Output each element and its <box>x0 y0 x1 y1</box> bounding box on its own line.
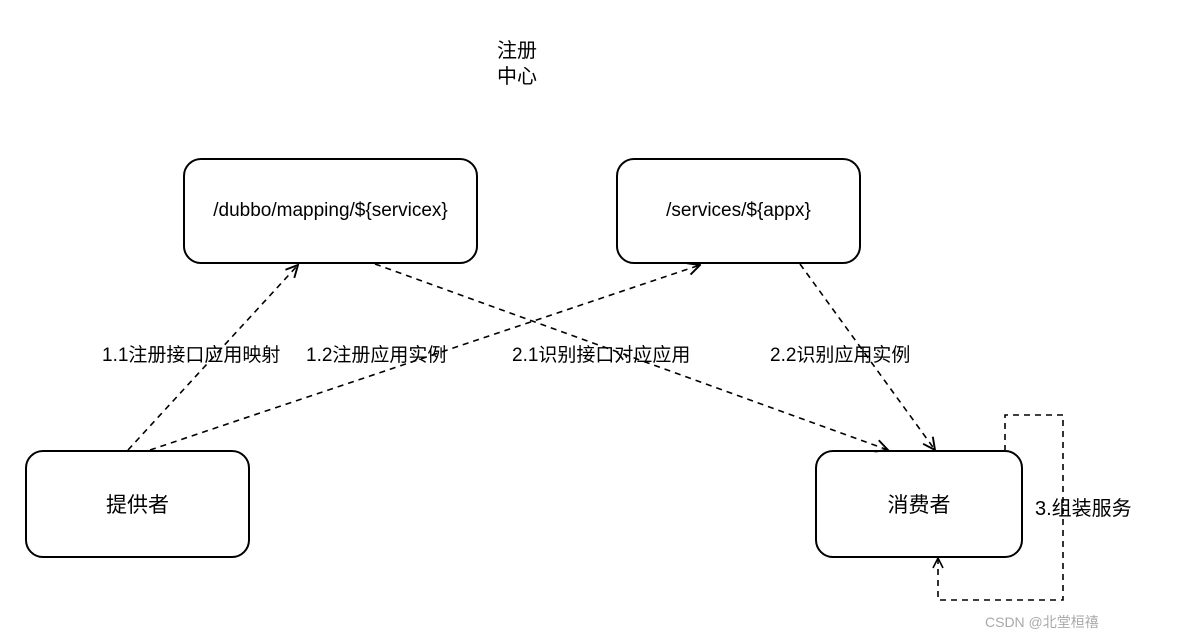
diagram-title-line2: 中心 <box>497 60 537 89</box>
watermark: CSDN @北堂桓禧 <box>985 612 1099 632</box>
node-provider-label: 提供者 <box>106 489 169 519</box>
edge-label-22: 2.2识别应用实例 <box>770 340 910 367</box>
edge-label-11: 1.1注册接口应用映射 <box>102 340 280 367</box>
node-consumer: 消费者 <box>815 450 1023 558</box>
node-consumer-label: 消费者 <box>888 489 951 519</box>
node-mapping-label: /dubbo/mapping/${servicex} <box>213 200 448 222</box>
edge-label-3: 3.组装服务 <box>1035 492 1132 521</box>
diagram-title-line1: 注册 <box>497 34 537 63</box>
node-provider: 提供者 <box>25 450 250 558</box>
node-mapping: /dubbo/mapping/${servicex} <box>183 158 478 264</box>
edge-label-21: 2.1识别接口对应应用 <box>512 340 690 367</box>
node-services-label: /services/${appx} <box>666 200 811 222</box>
node-services: /services/${appx} <box>616 158 861 264</box>
edge-label-12: 1.2注册应用实例 <box>306 340 446 367</box>
